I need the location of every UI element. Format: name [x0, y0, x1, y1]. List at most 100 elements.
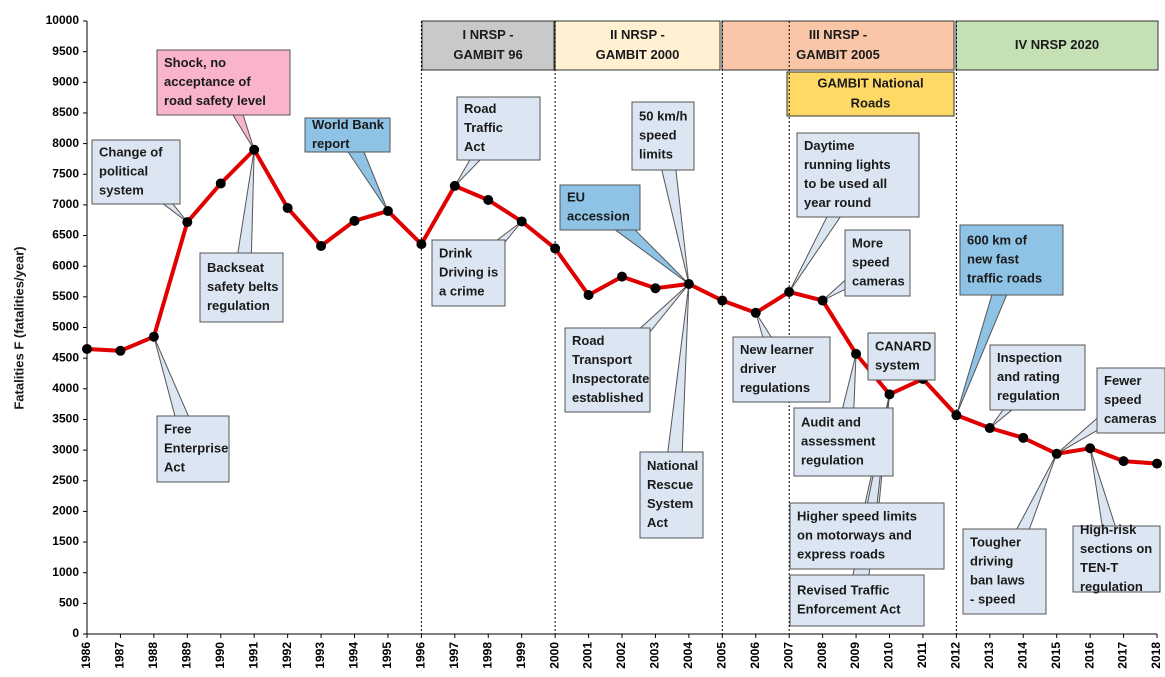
y-tick-label: 0 — [72, 626, 79, 640]
x-tick-label: 2005 — [714, 642, 728, 669]
x-tick-label: 1995 — [380, 642, 394, 669]
data-point — [650, 283, 661, 294]
period-label: III NRSP - — [809, 27, 867, 42]
callout-text: Road — [464, 101, 497, 116]
callout-text: 50 km/h — [639, 108, 687, 123]
callout-text: express roads — [797, 546, 885, 561]
data-point — [717, 295, 728, 306]
period-label: II NRSP - — [610, 27, 665, 42]
y-tick-label: 9000 — [52, 74, 79, 88]
y-tick-label: 5000 — [52, 320, 79, 334]
data-point — [1051, 448, 1062, 459]
period-box — [554, 20, 721, 71]
data-point — [215, 178, 226, 189]
x-tick-label: 2004 — [681, 642, 695, 669]
data-point — [750, 307, 761, 318]
data-point — [617, 271, 627, 282]
period-label: GAMBIT 2005 — [796, 47, 880, 62]
data-point — [1085, 443, 1096, 454]
callout-box — [959, 224, 1064, 296]
data-point — [249, 144, 260, 155]
data-point — [449, 180, 460, 191]
callout-box — [156, 415, 230, 483]
callout-text: Shock, no — [164, 55, 226, 70]
data-point — [1118, 456, 1129, 467]
y-tick-label: 8500 — [52, 105, 79, 119]
callout-box — [793, 407, 894, 477]
x-tick-label: 1989 — [179, 642, 193, 669]
callout-text: ban laws — [970, 572, 1025, 587]
x-tick-label: 2008 — [815, 642, 829, 669]
callout-box — [1096, 367, 1165, 434]
y-tick-label: 9500 — [52, 44, 79, 58]
y-tick-label: 3500 — [52, 412, 79, 426]
callout-text: 600 km of — [967, 232, 1028, 247]
data-point — [516, 216, 527, 227]
callout-text: running lights — [804, 157, 891, 172]
data-point — [349, 215, 360, 226]
y-tick-label: 1500 — [52, 534, 79, 548]
x-tick-label: 2012 — [949, 642, 963, 669]
y-tick-label: 500 — [59, 596, 79, 610]
callout-box — [867, 332, 936, 381]
x-tick-label: 1997 — [447, 642, 461, 669]
period-box — [721, 20, 955, 71]
x-tick-label: 2007 — [781, 642, 795, 669]
callout-text: Free — [164, 421, 191, 436]
data-point — [82, 343, 92, 354]
callout-text: regulations — [740, 380, 810, 395]
y-axis-label: Fatalities F (fatalities/year) — [11, 246, 26, 409]
callout-text: safety belts — [207, 279, 279, 294]
callout-box — [456, 96, 541, 161]
x-tick-label: 2010 — [882, 642, 896, 669]
y-tick-label: 2500 — [52, 473, 79, 487]
callout-text: a crime — [439, 283, 485, 298]
y-tick-label: 2000 — [52, 504, 79, 518]
x-tick-label: 1991 — [246, 642, 260, 669]
callout-box — [631, 101, 695, 171]
callout-text: speed — [852, 254, 890, 269]
callout-box — [431, 239, 506, 307]
data-point — [583, 290, 594, 301]
y-tick-label: 8000 — [52, 136, 79, 150]
data-point — [316, 240, 327, 251]
y-tick-label: 4000 — [52, 381, 79, 395]
callout-text: assessment — [801, 433, 876, 448]
y-tick-label: 1000 — [52, 565, 79, 579]
callout-text: cameras — [1104, 411, 1157, 426]
period-label: Roads — [851, 95, 891, 110]
callout-text: road safety level — [164, 93, 266, 108]
callout-text: traffic roads — [967, 270, 1042, 285]
callout-text: Change of — [99, 144, 163, 159]
callout-text: Enforcement Act — [797, 601, 901, 616]
callout-text: CANARD — [875, 338, 931, 353]
period-label: IV NRSP 2020 — [1015, 37, 1099, 52]
callout-text: TEN-T — [1080, 560, 1118, 575]
x-tick-label: 2000 — [547, 642, 561, 669]
callout-text: More — [852, 235, 883, 250]
callout-text: National — [647, 458, 698, 473]
period-label: GAMBIT 2000 — [596, 47, 680, 62]
callout-text: regulation — [1080, 579, 1143, 594]
callout-text: Inspectorate — [572, 371, 649, 386]
callout-text: to be used all — [804, 176, 887, 191]
x-tick-label: 2002 — [614, 642, 628, 669]
callout-text: Traffic — [464, 120, 503, 135]
callout-text: driving — [970, 553, 1013, 568]
period-box — [955, 20, 1159, 71]
y-tick-label: 6000 — [52, 258, 79, 272]
callout-box — [796, 132, 920, 218]
callout-box — [559, 184, 641, 231]
x-tick-label: 2015 — [1049, 642, 1063, 669]
y-tick-label: 4500 — [52, 350, 79, 364]
callout-text: acceptance of — [164, 74, 251, 89]
callout-text: Road — [572, 333, 605, 348]
callout-text: Fewer — [1104, 373, 1142, 388]
callout-text: Revised Traffic — [797, 582, 890, 597]
callout-text: cameras — [852, 273, 905, 288]
callout-text: system — [99, 182, 144, 197]
callout-text: driver — [740, 361, 776, 376]
y-tick-label: 6500 — [52, 228, 79, 242]
callout-text: report — [312, 136, 350, 151]
